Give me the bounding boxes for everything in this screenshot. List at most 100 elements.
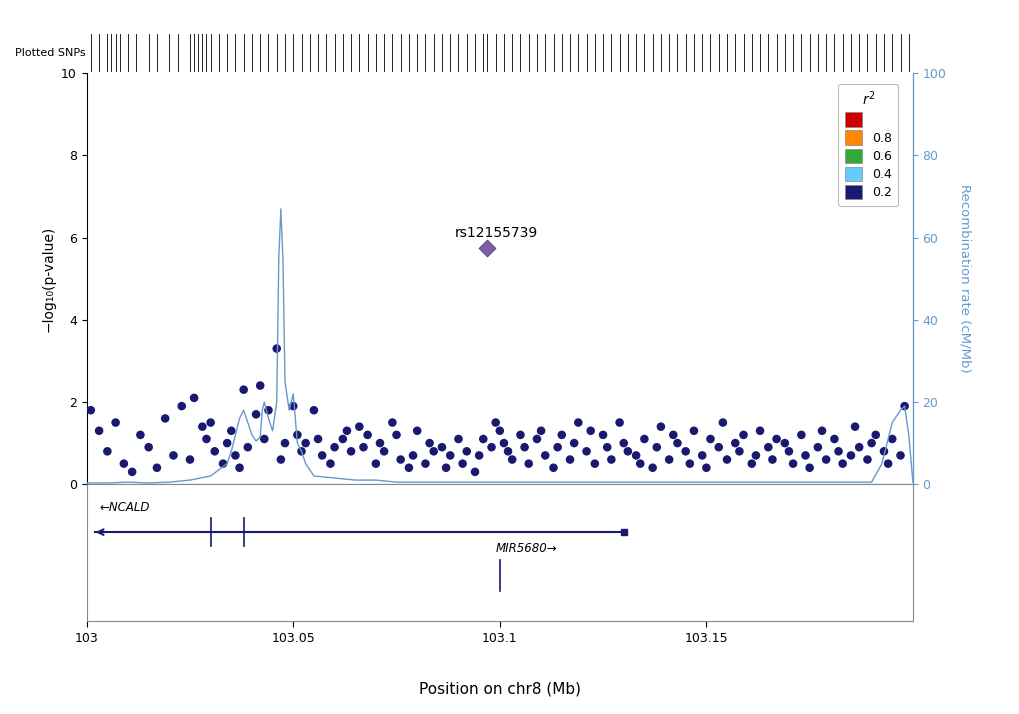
Y-axis label: Recombination rate (cM/Mb): Recombination rate (cM/Mb) — [958, 184, 970, 373]
Point — [875, 446, 892, 457]
Point — [532, 425, 548, 436]
Point — [487, 417, 503, 428]
Point — [660, 454, 677, 466]
Point — [124, 466, 141, 478]
Point — [342, 446, 359, 457]
Point — [594, 429, 610, 441]
Point — [235, 384, 252, 396]
Point — [620, 446, 636, 457]
Point — [499, 446, 516, 457]
Point — [256, 433, 272, 445]
Text: Position on chr8 (Mb): Position on chr8 (Mb) — [419, 681, 580, 696]
Point — [636, 433, 652, 445]
Point — [681, 458, 697, 469]
Point — [252, 380, 268, 391]
Point — [141, 441, 157, 453]
Point — [483, 441, 499, 453]
Point — [793, 429, 809, 441]
Legend: , 0.8, 0.6, 0.4, 0.2: , 0.8, 0.6, 0.4, 0.2 — [838, 84, 898, 206]
Point — [896, 401, 912, 412]
Point — [759, 441, 775, 453]
Point — [867, 429, 883, 441]
Point — [714, 417, 731, 428]
Point — [610, 417, 627, 428]
Point — [503, 454, 520, 466]
Point — [223, 425, 239, 436]
Point — [314, 450, 330, 461]
Point — [602, 454, 619, 466]
Point — [883, 433, 900, 445]
Point — [727, 438, 743, 449]
Point — [520, 458, 536, 469]
Point — [173, 401, 190, 412]
Point — [743, 458, 759, 469]
Point — [693, 450, 709, 461]
Point — [491, 425, 507, 436]
Point — [862, 438, 878, 449]
Point — [652, 421, 668, 433]
Point — [239, 441, 256, 453]
Point — [697, 462, 713, 473]
Point — [421, 438, 437, 449]
Point — [892, 450, 908, 461]
Point — [231, 462, 248, 473]
Text: rs12155739: rs12155739 — [453, 226, 537, 240]
Point — [846, 421, 862, 433]
Point — [334, 433, 351, 445]
Point — [731, 446, 747, 457]
Point — [813, 425, 829, 436]
Point — [149, 462, 165, 473]
Point — [384, 417, 400, 428]
Point — [512, 429, 528, 441]
Text: Plotted SNPs: Plotted SNPs — [15, 48, 86, 58]
Y-axis label: −log₁₀(p-value): −log₁₀(p-value) — [42, 226, 55, 332]
Point — [157, 413, 173, 424]
Point — [289, 429, 306, 441]
Point — [284, 401, 301, 412]
Point — [471, 450, 487, 461]
Point — [400, 462, 417, 473]
Point — [763, 454, 780, 466]
Point — [132, 429, 149, 441]
Point — [409, 425, 425, 436]
Point — [165, 450, 181, 461]
Point — [91, 425, 107, 436]
Point — [751, 425, 767, 436]
Point — [83, 405, 99, 416]
Point — [685, 425, 701, 436]
Point — [115, 458, 131, 469]
Point — [598, 441, 614, 453]
Point — [858, 454, 874, 466]
Point — [405, 450, 421, 461]
Point — [850, 441, 866, 453]
Point — [372, 438, 388, 449]
Point — [566, 438, 582, 449]
Point — [545, 462, 561, 473]
Point — [834, 458, 850, 469]
Text: MIR5680→: MIR5680→ — [495, 543, 556, 555]
Point — [797, 450, 813, 461]
Point — [392, 454, 409, 466]
Point — [479, 242, 495, 253]
Point — [322, 458, 338, 469]
Point — [207, 446, 223, 457]
Point — [388, 429, 405, 441]
Point — [306, 405, 322, 416]
Point — [198, 433, 214, 445]
Point — [702, 433, 718, 445]
Point — [495, 438, 512, 449]
Point — [710, 441, 727, 453]
Point — [181, 454, 198, 466]
Point — [537, 450, 553, 461]
Point — [376, 446, 392, 457]
Point — [614, 438, 631, 449]
Point — [644, 462, 660, 473]
Point — [215, 458, 231, 469]
Point — [570, 417, 586, 428]
Point — [326, 441, 342, 453]
Point — [747, 450, 763, 461]
Point — [268, 343, 284, 354]
Point — [202, 417, 218, 428]
Point — [467, 466, 483, 478]
Point — [425, 446, 441, 457]
